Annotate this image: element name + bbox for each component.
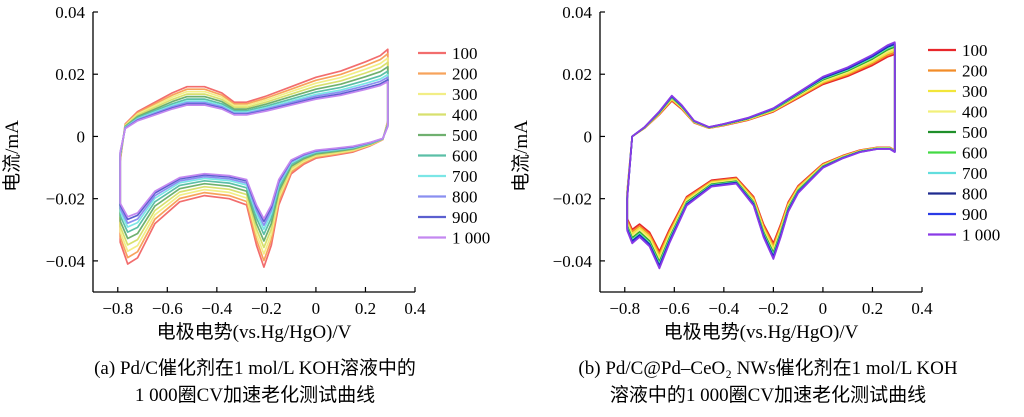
legend-label: 300 xyxy=(962,82,988,101)
caption-a-line-2: 1 000圈CV加速老化测试曲线 xyxy=(134,385,376,406)
y-tick-label: 0.02 xyxy=(562,65,592,84)
y-axis-title: 电流/mA xyxy=(510,120,532,192)
y-tick-label: −0.04 xyxy=(553,252,593,271)
x-axis-title: 电极电势(vs.Hg/HgO)/V xyxy=(664,321,859,343)
caption-panel-a: (a) Pd/C催化剂在1 mol/L KOH溶液中的 1 000圈CV加速老化… xyxy=(20,355,490,409)
legend-label: 100 xyxy=(962,41,988,60)
y-axis-title: 电流/mA xyxy=(1,120,23,192)
legend-label: 800 xyxy=(452,188,478,207)
y-tick-label: 0 xyxy=(584,127,593,146)
y-tick-label: 0 xyxy=(77,127,86,146)
legend-label: 700 xyxy=(452,167,478,186)
x-tick-label: −0.6 xyxy=(659,299,690,318)
series-line-10 xyxy=(626,41,896,270)
legend-label: 300 xyxy=(452,85,478,104)
legend-label: 600 xyxy=(962,144,988,163)
legend-label: 100 xyxy=(452,44,478,63)
x-tick-label: 0 xyxy=(819,299,828,318)
y-tick-label: −0.04 xyxy=(46,252,86,271)
chart-panel-b: 0.04 0.02 0 −0.02 −0.04 −0.8 −0.6 −0.4 −0.2 0 0.2 0… xyxy=(510,3,1000,343)
x-tick-label: 0.4 xyxy=(911,299,933,318)
x-tick-label: −0.2 xyxy=(758,299,789,318)
caption-b-line-2: 溶液中的1 000圈CV加速老化测试曲线 xyxy=(609,385,927,406)
legend-label: 400 xyxy=(452,106,478,125)
legend-label: 1 000 xyxy=(962,226,1000,245)
y-tick-label: 0.04 xyxy=(55,3,85,22)
x-axis-title: 电极电势(vs.Hg/HgO)/V xyxy=(157,321,352,343)
legend-label: 1 000 xyxy=(452,229,490,248)
x-tick-label: −0.6 xyxy=(152,299,183,318)
x-tick-label: −0.8 xyxy=(102,299,133,318)
y-tick-label: 0.02 xyxy=(55,65,85,84)
x-tick-label: −0.2 xyxy=(251,299,282,318)
caption-a-line-1: (a) Pd/C催化剂在1 mol/L KOH溶液中的 xyxy=(94,358,416,379)
legend-label: 200 xyxy=(452,65,478,84)
x-tick-label: 0.2 xyxy=(862,299,883,318)
x-tick-label: 0 xyxy=(312,299,321,318)
x-tick-label: 0.2 xyxy=(355,299,376,318)
x-tick-label: −0.4 xyxy=(201,299,232,318)
x-tick-label: 0.4 xyxy=(404,299,426,318)
series-line-10 xyxy=(119,80,389,220)
caption-b-line-1: (b) Pd/C@Pd–CeO₂ NWs催化剂在1 mol/L KOH xyxy=(578,358,958,379)
x-tick-label: −0.8 xyxy=(609,299,640,318)
legend-label: 900 xyxy=(962,205,988,224)
legend-label: 500 xyxy=(452,126,478,145)
caption-panel-b: (b) Pd/C@Pd–CeO₂ NWs催化剂在1 mol/L KOH 溶液中的… xyxy=(518,355,1018,409)
legend-label: 400 xyxy=(962,103,988,122)
legend-label: 600 xyxy=(452,147,478,166)
chart-panel-a: 0.04 0.02 0 −0.02 −0.04 −0.8 −0.6 −0.4 −0.2 0 0.2 0… xyxy=(1,3,490,343)
legend-label: 500 xyxy=(962,123,988,142)
y-tick-label: −0.02 xyxy=(46,190,85,209)
legend-label: 200 xyxy=(962,62,988,81)
x-tick-label: −0.4 xyxy=(708,299,739,318)
y-tick-label: 0.04 xyxy=(562,3,592,22)
y-tick-label: −0.02 xyxy=(553,190,592,209)
legend-label: 700 xyxy=(962,164,988,183)
legend-label: 800 xyxy=(962,185,988,204)
legend-label: 900 xyxy=(452,208,478,227)
